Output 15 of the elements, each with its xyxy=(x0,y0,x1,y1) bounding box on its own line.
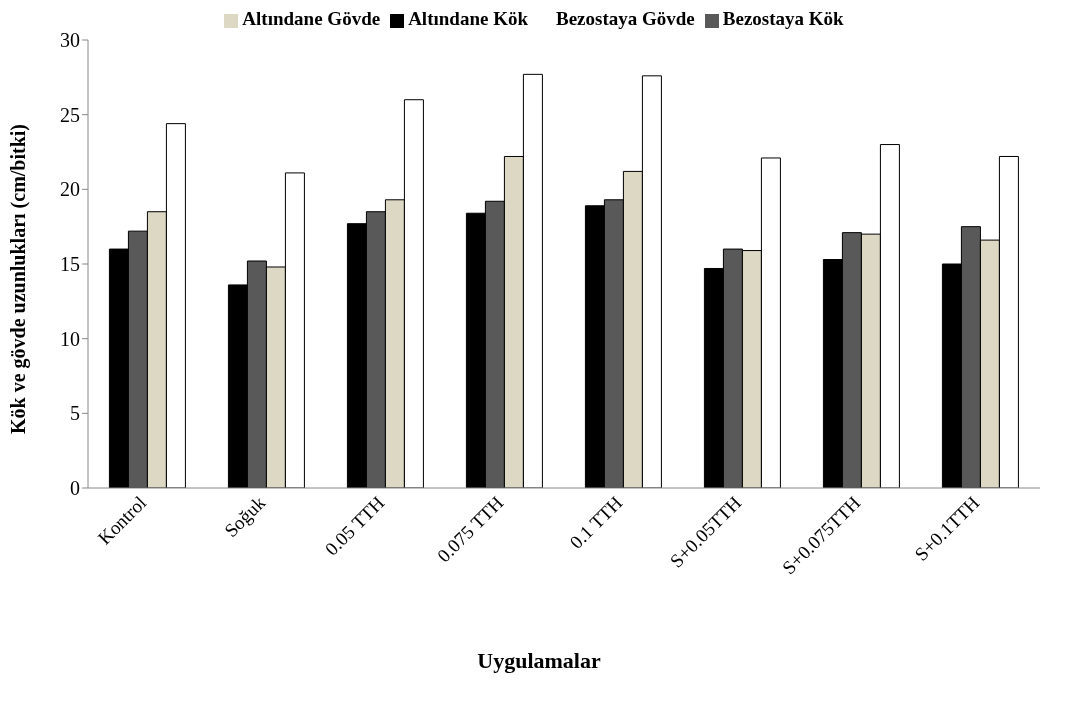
legend-label: Bezostaya Kök xyxy=(722,8,844,29)
x-tick-label: 0.05 TTH xyxy=(320,491,389,560)
y-tick-label: 15 xyxy=(60,253,80,276)
y-axis-title: Kök ve gövde uzunlukları (cm/bitki) xyxy=(7,123,31,434)
y-tick-label: 20 xyxy=(60,178,80,201)
y-tick-label: 5 xyxy=(70,402,80,425)
y-tick-label: 30 xyxy=(60,29,80,52)
y-tick-label: 10 xyxy=(60,327,80,350)
legend-label: Altındane Kök xyxy=(408,8,528,29)
x-tick-label: 0.1 TTH xyxy=(565,491,627,553)
text: Bezostaya Gövde xyxy=(555,8,695,29)
x-axis-title: Uygulamalar xyxy=(476,648,602,674)
y-tick-label: 25 xyxy=(60,103,80,126)
legend-label: Altındane Gövde xyxy=(242,8,381,29)
y-tick-label: 0 xyxy=(70,477,80,500)
